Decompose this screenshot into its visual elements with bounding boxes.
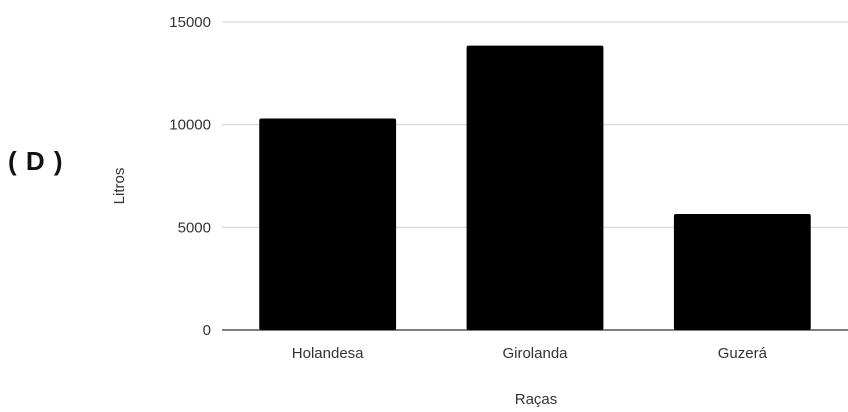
x-tick-label: Guzerá [718,345,768,362]
bars [259,45,811,330]
y-tick-label: 0 [203,322,211,339]
y-tick-label: 10000 [169,117,211,134]
y-tick-labels: 0 5000 10000 15000 [169,14,211,339]
y-tick-label: 5000 [178,219,211,236]
x-tick-labels: Holandesa Girolanda Guzerá [292,345,768,362]
option-label: ( D ) [8,146,64,176]
bar-guzera [673,213,811,330]
x-tick-label: Holandesa [292,345,364,362]
x-tick-label: Girolanda [502,345,568,362]
bar-holandesa [259,118,397,330]
y-axis-title: Litros [111,168,128,205]
y-tick-label: 15000 [169,14,211,31]
bar-girolanda [466,45,604,330]
x-axis-title: Raças [515,391,558,408]
